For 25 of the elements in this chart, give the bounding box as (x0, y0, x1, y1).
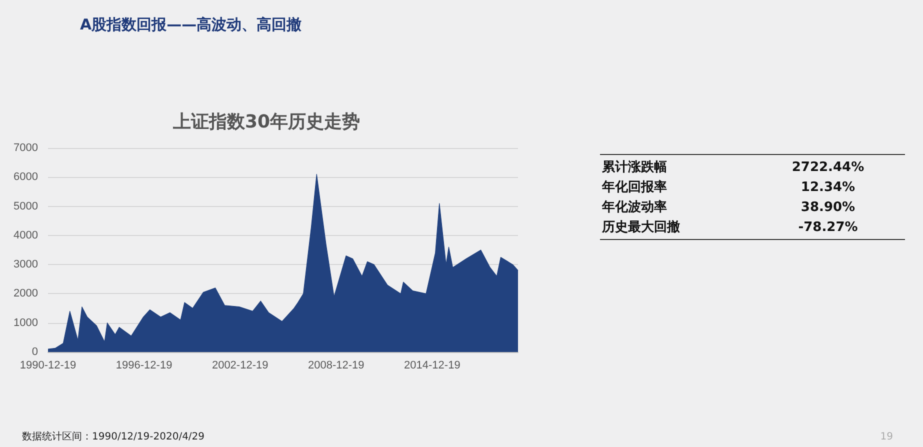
y-tick-label: 5000 (14, 200, 38, 212)
text: 历史最大回撤 (600, 219, 681, 236)
x-tick-label: 2014-12-19 (404, 360, 460, 372)
text: -78.27% (797, 220, 859, 234)
text: 数据统计区间：1990/12/19-2020/4/29 (22, 430, 205, 442)
y-tick-label: 6000 (14, 171, 38, 184)
text: 年化回报率 (600, 178, 668, 196)
y-tick-label: 1000 (14, 316, 38, 329)
text: 累计涨跌幅 (601, 159, 668, 176)
y-tick-label: 3000 (14, 258, 38, 271)
y-tick-label: 0 (32, 346, 38, 358)
x-tick-label: 1990-12-19 (20, 360, 76, 372)
y-tick-label: 2000 (14, 288, 38, 300)
text: 38.90% (800, 200, 856, 214)
text: 19 (880, 432, 894, 442)
x-tick-label: 2002-12-19 (212, 360, 268, 372)
x-tick-label: 1996-12-19 (116, 360, 172, 372)
text: 12.34% (800, 180, 856, 194)
text: 2722.44% (790, 160, 866, 174)
x-tick-label: 2008-12-19 (308, 360, 364, 372)
y-tick-label: 7000 (14, 142, 38, 154)
chart-title: A股指数回报——高波动、高回撤 (80, 16, 302, 34)
text: 年化波动率 (600, 198, 668, 216)
y-tick-label: 4000 (14, 229, 38, 242)
chart-subtitle: 上证指数30年历史走势 (172, 112, 360, 132)
